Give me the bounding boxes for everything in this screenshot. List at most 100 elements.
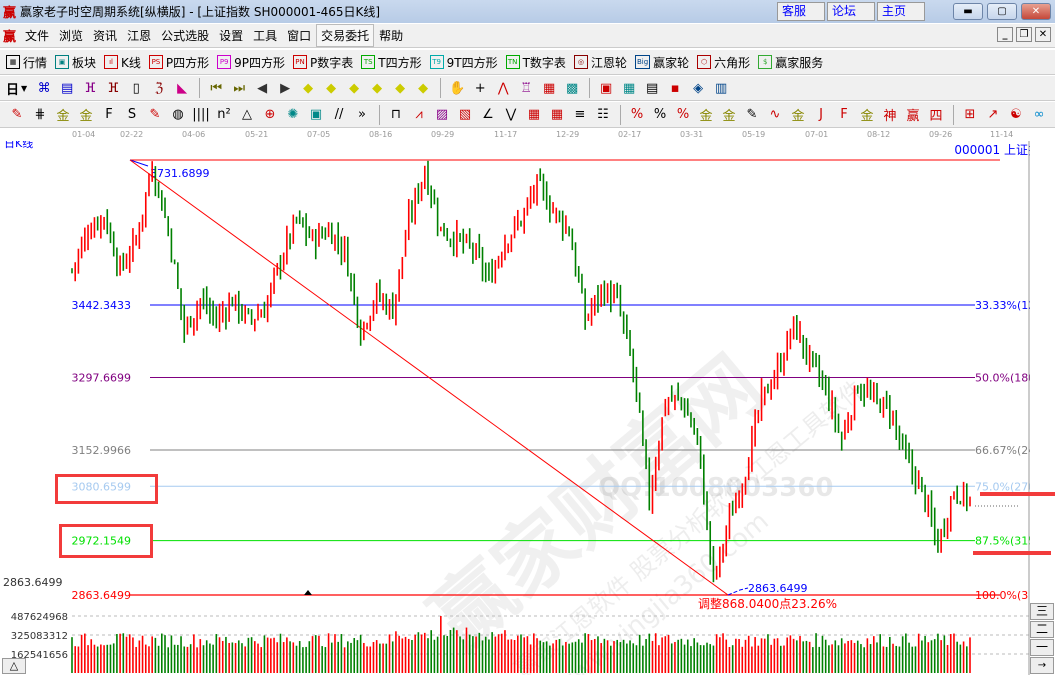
toolbar-button-tn[interactable]: TN T数字表 (505, 54, 566, 71)
crosshair-icon[interactable]: + (474, 80, 486, 96)
expand-button[interactable]: △ (2, 658, 26, 674)
gold1-icon[interactable]: 金 (56, 109, 70, 124)
grid-icon[interactable]: ▦ (543, 80, 556, 96)
menu-window[interactable]: 窗口 (287, 29, 312, 43)
gann-sq-icon[interactable]: ▧ (458, 107, 472, 122)
toolbar-button-hexagon[interactable]: ⬡ 六角形 (697, 54, 750, 71)
diamond-star-icon[interactable]: ◆ (395, 80, 406, 96)
toolbar-button-dollar[interactable]: $ 赢家服务 (758, 54, 823, 71)
formula-icon[interactable]: ℨ (155, 80, 164, 96)
chevron-down-icon[interactable]: ▼ (21, 83, 28, 93)
zoom-2-button[interactable]: 二 (1030, 621, 1054, 638)
more-icon[interactable]: » (358, 107, 366, 122)
toolbar-button-gann-wheel[interactable]: ◎ 江恩轮 (573, 54, 627, 71)
yinyang-icon[interactable]: ☯ (1010, 107, 1022, 122)
notes-icon[interactable]: ▤ (61, 80, 74, 96)
mdi-minimize-button[interactable]: _ (997, 27, 1013, 42)
toolbar-button-pn[interactable]: PN P数字表 (293, 54, 353, 71)
si-icon[interactable]: 四 (929, 109, 943, 124)
menu-help[interactable]: 帮助 (379, 29, 404, 43)
calculator-icon[interactable]: ▦ (623, 80, 636, 96)
square-web-icon[interactable]: ▣ (309, 107, 323, 122)
close-button[interactable]: ✕ (1021, 3, 1051, 20)
menu-tools[interactable]: 工具 (253, 29, 278, 43)
calendar-icon[interactable]: ▣ (600, 80, 613, 96)
mdi-close-button[interactable]: ✕ (1035, 27, 1051, 42)
menu-formula[interactable]: 公式选股 (161, 29, 210, 43)
web-icon[interactable]: ✺ (287, 107, 299, 122)
gold-circle-icon[interactable]: 金 (699, 109, 713, 124)
gann-box-icon[interactable]: ▨ (435, 107, 449, 122)
gold2-icon[interactable]: 金 (79, 109, 93, 124)
n2-icon[interactable]: n² (217, 107, 231, 122)
pattern-icon[interactable]: ▩ (566, 80, 579, 96)
network2-icon[interactable]: ◈ (693, 80, 704, 96)
grid3-icon[interactable]: ⋕ (34, 107, 46, 122)
grid-yellow-icon[interactable]: ⊞ (964, 107, 976, 122)
gold3-icon[interactable]: 金 (791, 109, 805, 124)
document-icon[interactable]: ▤ (646, 80, 659, 96)
chart-line-icon[interactable]: ↗ (987, 107, 999, 122)
candle-icon[interactable]: ▯ (132, 80, 140, 96)
volume-profile-icon[interactable]: ◣ (177, 80, 188, 96)
zoom-3-button[interactable]: 三 (1030, 603, 1054, 620)
gold-angle-icon[interactable]: 金 (860, 109, 874, 124)
diamond-left-icon[interactable]: ◆ (303, 80, 314, 96)
arrow-right-button[interactable]: → (1030, 657, 1054, 674)
f-icon[interactable]: F (105, 107, 113, 122)
target-icon[interactable]: ⊕ (264, 107, 276, 122)
toolbar-button-sector[interactable]: ▣ 板块 (55, 54, 96, 71)
left-icon[interactable]: ◀ (257, 80, 268, 96)
mdi-restore-button[interactable]: ❐ (1016, 27, 1032, 42)
fan-icon[interactable]: ⩘ (415, 107, 423, 122)
gold-lines-icon[interactable]: 金 (722, 109, 736, 124)
wave9-icon[interactable]: ⴼ (107, 80, 119, 96)
diamond-x-icon[interactable]: ◆ (372, 80, 383, 96)
ying-icon[interactable]: 赢 (906, 109, 920, 124)
forum-link[interactable]: 论坛 (827, 2, 875, 21)
percent-red-icon[interactable]: % (630, 107, 644, 122)
first-icon[interactable]: ⏮ (210, 80, 223, 96)
toolbar-button-ts[interactable]: TS T四方形 (361, 54, 422, 71)
pen-icon[interactable]: ✎ (11, 107, 23, 122)
shirt-icon[interactable]: ♖ (520, 80, 532, 96)
toolbar-button-t9[interactable]: T9 9T四方形 (429, 54, 498, 71)
pen2-icon[interactable]: ✎ (149, 107, 161, 122)
menu-browse[interactable]: 浏览 (59, 29, 84, 43)
toolbar-button-big-wheel[interactable]: Big 赢家轮 (634, 54, 689, 71)
right-icon[interactable]: ▶ (280, 80, 291, 96)
homepage-link[interactable]: 主页 (877, 2, 925, 21)
circle-grid-icon[interactable]: ◍ (172, 107, 184, 122)
infinity-icon[interactable]: ∞ (1033, 107, 1045, 122)
shen-icon[interactable]: 神 (883, 109, 897, 124)
angle-icon[interactable]: ∠ (482, 107, 494, 122)
hand-icon[interactable]: ✋ (449, 80, 466, 96)
toolbar-button-kline[interactable]: ıl K线 (104, 54, 141, 71)
last-icon[interactable]: ⏭ (233, 80, 246, 96)
print-icon[interactable]: ▥ (715, 80, 728, 96)
toolbar-button-quote-table[interactable]: ▦ 行情 (6, 54, 47, 71)
pen3-icon[interactable]: ✎ (746, 107, 758, 122)
percent-icon[interactable]: % (653, 107, 667, 122)
gap-icon[interactable]: // (334, 107, 344, 122)
box-icon[interactable]: ⊓ (390, 107, 402, 122)
period-select[interactable]: 日 (6, 82, 20, 98)
lines4-icon[interactable]: |||| (192, 107, 210, 122)
menu-settings[interactable]: 设置 (219, 29, 244, 43)
service-link[interactable]: 客服 (777, 2, 825, 21)
f-angle-icon[interactable]: F (840, 107, 848, 122)
parallel-icon[interactable]: ≡ (574, 107, 586, 122)
j-angle-icon[interactable]: J (819, 107, 823, 122)
network-icon[interactable]: ⌘ (37, 80, 51, 96)
triangle-icon[interactable]: △ (242, 107, 252, 122)
menu-gann[interactable]: 江恩 (127, 29, 152, 43)
zigzag-icon[interactable]: ⋁ (505, 107, 517, 122)
grid-red-icon[interactable]: ▦ (527, 107, 541, 122)
grid-red2-icon[interactable]: ▦ (550, 107, 564, 122)
menu-news[interactable]: 资讯 (93, 29, 118, 43)
minimize-button[interactable]: ▬ (953, 3, 983, 20)
toolbar-button-p9[interactable]: P9 9P四方形 (217, 54, 285, 71)
toolbar-button-ps[interactable]: PS P四方形 (148, 54, 209, 71)
line-tool-icon[interactable]: ⋀ (497, 80, 509, 96)
